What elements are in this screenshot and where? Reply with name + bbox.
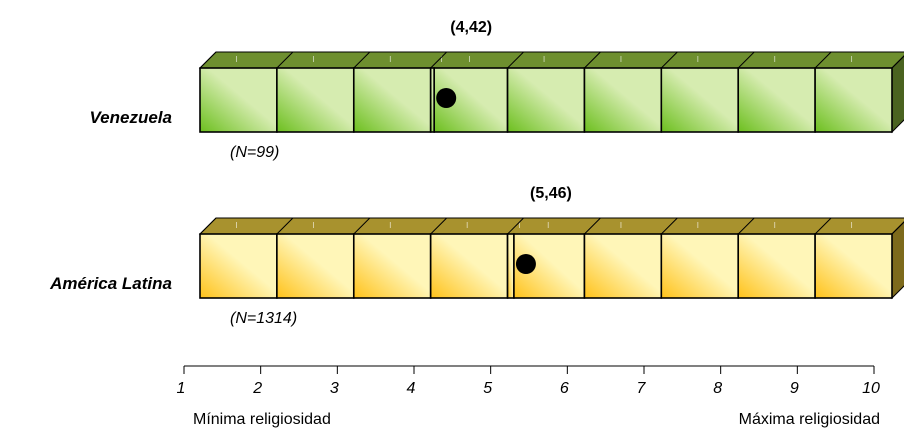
x-tick-label-1: 1 <box>177 380 186 397</box>
box-top-face <box>198 217 904 235</box>
box-cell <box>276 233 355 299</box>
box-cell <box>660 67 740 133</box>
box-cell <box>737 67 816 133</box>
box-cell <box>506 233 515 299</box>
mean-value-label: (4,42) <box>450 19 492 36</box>
n-label: (N=99) <box>230 144 279 161</box>
x-tick-label-3: 3 <box>330 380 339 397</box>
row-label: Venezuela <box>89 108 172 127</box>
box-cell <box>276 67 355 133</box>
box-top-face <box>198 51 904 69</box>
mean-value-label: (5,46) <box>530 185 572 202</box>
box-cell <box>506 67 586 133</box>
x-axis: 1 2 3 4 5 6 7 8 9 10 <box>177 365 880 397</box>
x-tick-label-4: 4 <box>407 380 416 397</box>
box-cell <box>352 233 432 299</box>
x-tick-label-8: 8 <box>713 380 722 397</box>
x-tick-label-7: 7 <box>637 380 647 397</box>
box-cell <box>814 233 893 299</box>
rows-layer: Venezuela (N=99) (4,42) América Latina (N=13… <box>49 19 904 327</box>
mean-point <box>436 88 457 108</box>
box-cell <box>199 233 278 299</box>
box-cell <box>814 67 893 133</box>
box-cell <box>352 67 432 133</box>
high-end-label: Máxima religiosidad <box>739 411 880 428</box>
mean-point <box>515 254 536 274</box>
row-america-latina: América Latina (N=1314) (5,46) <box>49 185 904 327</box>
x-tick-label-5: 5 <box>483 380 492 397</box>
x-tick-label-2: 2 <box>252 380 262 397</box>
x-tick-label-6: 6 <box>560 380 569 397</box>
low-end-label: Mínima religiosidad <box>193 411 331 428</box>
box-cell <box>737 233 816 299</box>
row-venezuela: Venezuela (N=99) (4,42) <box>89 19 904 161</box>
box-cell <box>583 233 663 299</box>
box-cell <box>429 233 509 299</box>
x-tick-label-9: 9 <box>790 380 799 397</box>
box-cell <box>583 67 663 133</box>
n-label: (N=1314) <box>230 310 297 327</box>
box-cell <box>199 67 278 133</box>
row-label: América Latina <box>49 274 172 293</box>
x-tick-label-10: 10 <box>862 380 880 397</box>
box-cell <box>660 233 740 299</box>
